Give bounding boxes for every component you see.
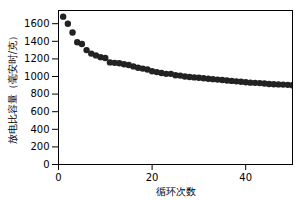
svg-text:1000: 1000 — [24, 71, 49, 82]
svg-text:600: 600 — [30, 106, 49, 117]
svg-text:800: 800 — [30, 88, 49, 99]
svg-text:1200: 1200 — [24, 53, 49, 64]
svg-text:放电比容量（毫安时/克）: 放电比容量（毫安时/克） — [7, 31, 18, 144]
svg-text:400: 400 — [30, 124, 49, 135]
svg-text:1600: 1600 — [24, 18, 49, 29]
svg-text:1400: 1400 — [24, 36, 49, 47]
svg-text:200: 200 — [30, 141, 49, 152]
svg-text:循环次数: 循环次数 — [156, 186, 196, 197]
svg-text:0: 0 — [43, 159, 49, 170]
svg-text:20: 20 — [146, 172, 159, 183]
svg-text:40: 40 — [239, 172, 252, 183]
svg-text:0: 0 — [55, 172, 61, 183]
